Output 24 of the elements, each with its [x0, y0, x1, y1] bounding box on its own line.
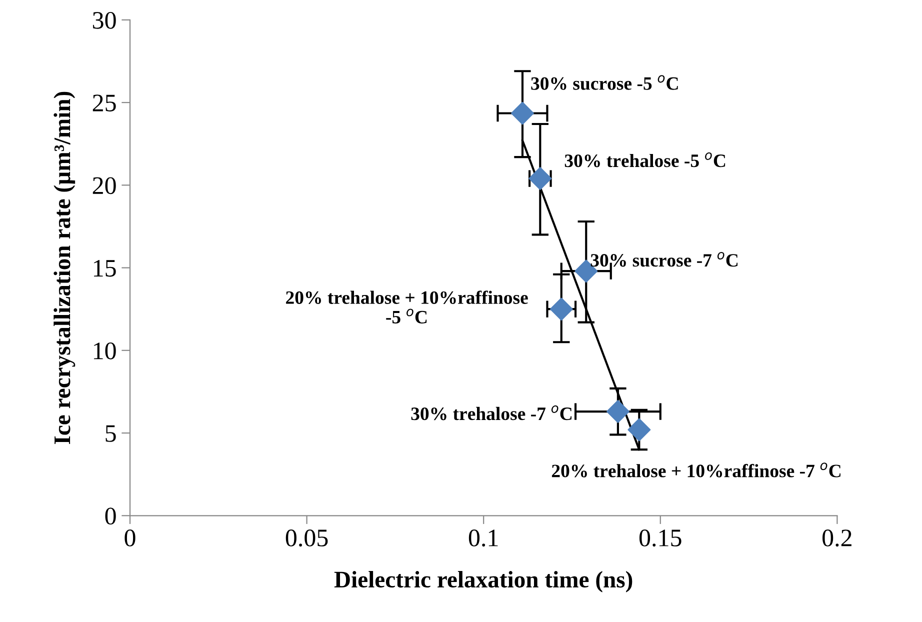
y-tick-label: 30	[93, 12, 116, 29]
annotation: 30% sucrose -7 $^{o}$C	[590, 252, 738, 267]
point	[511, 102, 534, 125]
y-tick-label: 0	[105, 508, 116, 525]
x-tick-label: 0.1	[468, 530, 498, 547]
x-tick-label: 0.15	[639, 530, 682, 547]
x-tick-label: 0.2	[822, 530, 852, 547]
x-axis-title: Dielectric relaxation time (ns)	[334, 570, 632, 592]
x-tick-label: 0.05	[286, 530, 328, 547]
y-tick-label: 20	[92, 177, 116, 194]
y-axis-title: Ice recrystallization rate (µm³/min)	[54, 92, 76, 444]
y-tick-label: 10	[94, 342, 116, 360]
y-tick-label: 5	[106, 425, 116, 442]
annotation: 20% trehalose + 10%raffinose -5 $^{o}$C	[286, 290, 528, 324]
annotation: 30% sucrose -5 $^{o}$C	[531, 75, 678, 90]
annotation: 30% trehalose -7 $^{o}$C	[411, 405, 572, 420]
point	[606, 400, 630, 423]
y-tick-label: 15	[94, 260, 116, 277]
annotation: 20% trehalose + 10%raffinose -7 $^{o}$C	[552, 462, 840, 478]
point	[550, 298, 573, 321]
annotation: 30% trehalose -5 $^{o}$C	[564, 152, 726, 168]
x-tick-label: 0	[124, 530, 136, 546]
y-tick-label: 25	[92, 94, 116, 112]
point	[628, 418, 651, 442]
